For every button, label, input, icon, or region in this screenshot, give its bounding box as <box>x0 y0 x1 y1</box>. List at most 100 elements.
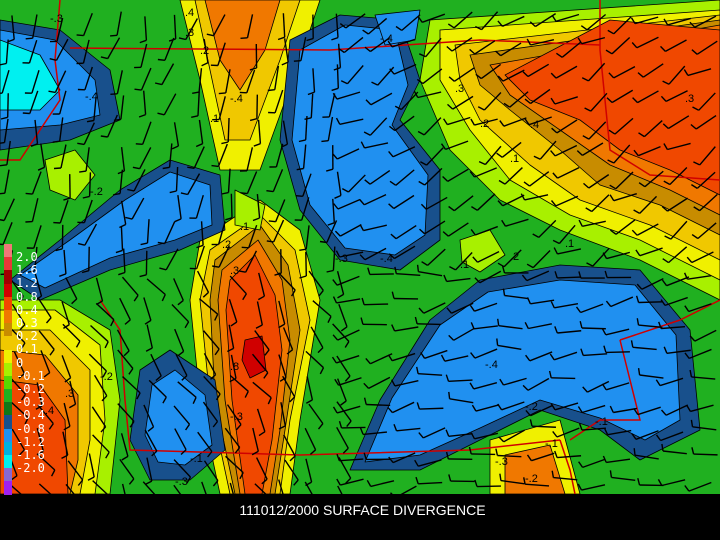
wind-barb-flag <box>524 98 531 105</box>
wind-barb <box>418 459 442 467</box>
wind-barb <box>364 247 387 261</box>
contour-label: -.3 <box>335 253 348 265</box>
contour-label: -.1 <box>595 416 608 428</box>
wind-barb <box>557 276 582 279</box>
wind-barb <box>392 452 416 464</box>
wind-barb <box>339 224 362 237</box>
contour-label: -.3 <box>230 411 243 423</box>
wind-barb <box>282 13 286 38</box>
wind-barb <box>500 42 522 57</box>
wind-barb <box>474 302 498 312</box>
wind-barb <box>370 92 393 106</box>
wind-barb-flag <box>214 348 220 356</box>
wind-barb-flag <box>234 446 241 454</box>
fill-region <box>234 189 266 231</box>
wind-barb <box>364 142 389 149</box>
wind-barb <box>11 428 26 451</box>
wind-barb <box>60 144 67 169</box>
wind-barb <box>310 326 324 349</box>
wind-barb <box>606 251 631 260</box>
wind-barb <box>391 352 416 362</box>
wind-barb <box>203 353 217 375</box>
wind-barb <box>554 402 579 411</box>
wind-barb-flag <box>154 82 163 86</box>
wind-barb <box>337 329 360 341</box>
wind-barb-flag <box>81 270 89 274</box>
wind-barb-flag <box>418 432 424 439</box>
wind-barb-flag <box>502 288 506 296</box>
wind-barb-flag <box>633 149 639 157</box>
wind-barb-flag <box>214 313 219 321</box>
wind-barb <box>217 143 228 167</box>
wind-barb-flag <box>609 194 615 202</box>
wind-barb-flag <box>420 352 426 359</box>
wind-barb <box>505 218 529 227</box>
wind-barb-flag <box>332 334 339 341</box>
wind-barb-flag <box>501 219 507 227</box>
wind-barb-flag <box>416 264 420 272</box>
wind-barb-flag <box>497 75 504 82</box>
wind-barb <box>638 301 663 304</box>
wind-barb-flag <box>686 256 693 263</box>
contour-label: -.4 <box>485 359 498 371</box>
wind-barb <box>660 431 684 442</box>
wind-barb <box>146 324 153 349</box>
wind-barb-flag <box>630 17 636 24</box>
wind-barb <box>8 483 22 494</box>
wind-barb <box>693 453 718 456</box>
wind-barb-flag <box>523 477 526 485</box>
wind-barb-flag <box>277 36 285 41</box>
wind-barb-flag <box>326 269 334 273</box>
wind-barb-flag <box>395 25 403 31</box>
wind-barb <box>62 323 81 342</box>
wind-barb <box>198 298 219 315</box>
wind-barb-flag <box>19 449 25 456</box>
wind-barb <box>528 116 552 126</box>
wind-barb-flag <box>388 456 394 464</box>
wind-barb <box>197 91 200 116</box>
wind-barb-flag <box>177 350 185 357</box>
wind-barb <box>282 120 289 145</box>
wind-barb <box>305 458 313 483</box>
wind-barb-flag <box>660 95 667 102</box>
wind-barb-flag <box>192 397 197 404</box>
wind-barb <box>332 198 335 223</box>
wind-barb-flag <box>110 34 118 37</box>
wind-barb-flag <box>609 184 617 190</box>
wind-barb-flag <box>448 334 455 341</box>
wind-barb-flag <box>59 273 67 277</box>
wind-barb <box>146 457 153 482</box>
legend-label: -0.3 <box>16 395 45 410</box>
wind-barb <box>613 192 637 202</box>
wind-barb-flag <box>241 246 249 249</box>
wind-barb-flag <box>553 247 559 255</box>
wind-barb <box>59 90 67 115</box>
wind-barb-flag <box>295 195 303 197</box>
wind-barb-flag <box>522 71 529 78</box>
wind-barb-flag <box>267 89 275 92</box>
legend-swatch <box>4 336 12 350</box>
wind-barb-flag <box>77 479 84 486</box>
wind-barb <box>418 271 443 277</box>
wind-barb-flag <box>469 382 475 390</box>
wind-barb-flag <box>632 97 638 104</box>
wind-barb-flag <box>244 390 249 398</box>
wind-barb-flag <box>100 56 108 60</box>
wind-barb-flag <box>552 430 558 438</box>
wind-barb-flag <box>345 477 352 484</box>
legend-swatch <box>4 283 12 297</box>
wind-barb <box>557 455 582 459</box>
wind-barb <box>284 459 299 481</box>
wind-barb <box>444 355 469 362</box>
wind-barb <box>306 376 314 401</box>
wind-barb <box>476 193 496 211</box>
wind-barb-flag <box>289 455 296 462</box>
wind-barb <box>696 40 718 55</box>
legend-swatch <box>4 309 12 324</box>
wind-barb <box>639 195 658 214</box>
wind-barb-flag <box>390 492 393 494</box>
wind-barb-flag <box>662 123 669 130</box>
wind-barb-flag <box>584 107 592 112</box>
wind-barb-flag <box>556 52 563 58</box>
wind-barb <box>308 270 324 291</box>
